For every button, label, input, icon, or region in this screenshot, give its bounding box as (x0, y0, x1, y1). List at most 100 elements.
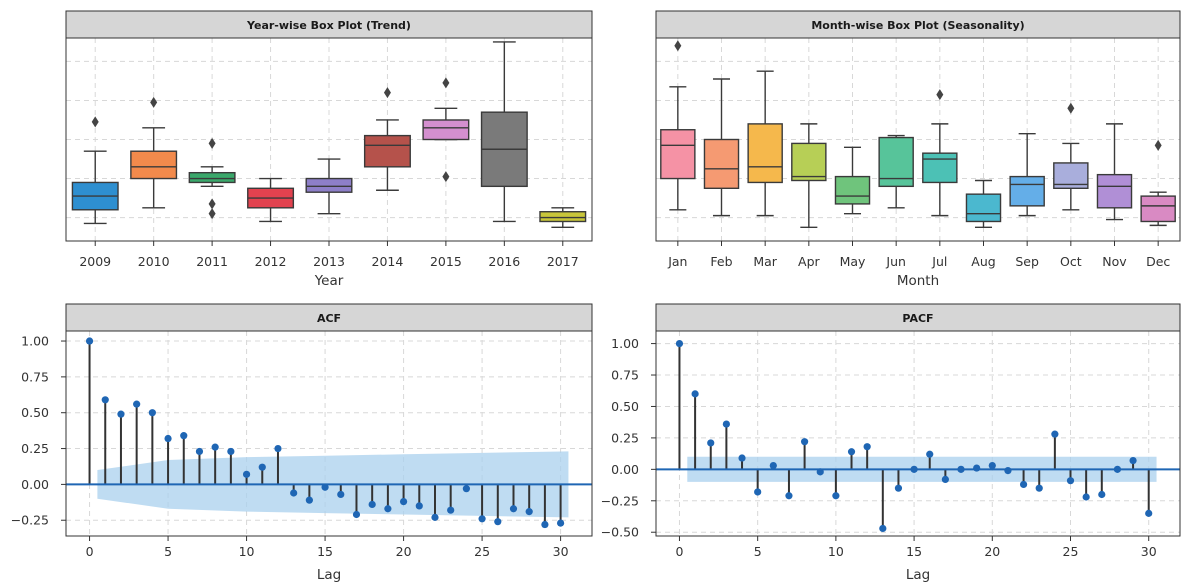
iqr-box (834, 175, 871, 205)
outlier-marker (150, 96, 158, 108)
outlier-marker (208, 137, 216, 149)
acf-y-tick-label: 0.25 (21, 441, 49, 456)
acf-point (368, 500, 376, 509)
year-box-box-2013 (305, 158, 353, 215)
month-box-x-tick-label: Nov (1102, 254, 1127, 269)
month-box-plot-x-axis-label: Month (897, 273, 939, 289)
year-box-box-2014 (363, 87, 411, 191)
acf-x-tick-label: 15 (317, 544, 333, 559)
pacf-point (738, 454, 746, 462)
month-box-plot-frame (655, 37, 1181, 242)
iqr-box (363, 134, 411, 168)
acf-x-tick-label: 20 (396, 544, 412, 559)
year-box-plot-x-axis-label: Year (314, 273, 344, 289)
acf-point (101, 396, 109, 404)
acf-y-tick-label: −0.25 (11, 513, 49, 528)
month-box-x-tick-label: Oct (1060, 254, 1082, 269)
year-box-x-tick-label: 2009 (79, 254, 111, 269)
year-box-x-tick-label: 2017 (547, 254, 579, 269)
iqr-box (660, 129, 696, 180)
month-box-box-oct (1053, 102, 1089, 211)
year-box-plot-title-strip (65, 10, 593, 39)
pacf-x-axis-label: Lag (906, 567, 930, 583)
pacf-point (1082, 493, 1090, 501)
pacf-y-tick-label: 1.00 (611, 336, 639, 351)
acf-x-tick-label: 10 (239, 544, 255, 559)
pacf-point (832, 492, 840, 500)
pacf-point (1019, 480, 1028, 489)
pacf-point (754, 488, 762, 496)
acf-point (415, 502, 423, 510)
pacf-point (988, 461, 996, 470)
acf-point (509, 505, 518, 513)
month-box-x-tick-label: Apr (798, 254, 820, 269)
acf-point (148, 409, 156, 417)
acf-x-ticks: 0 5 10 15 20 25 30 (86, 536, 569, 559)
acf-point (541, 520, 549, 529)
iqr-box (1009, 175, 1045, 207)
acf-point (478, 515, 486, 523)
outlier-marker (208, 198, 216, 210)
month-box-box-jul (922, 89, 958, 217)
year-box-plot-title: Year-wise Box Plot (Trend) (246, 19, 411, 32)
month-box-box-feb (703, 78, 740, 217)
iqr-box (965, 193, 1002, 223)
acf-point (85, 337, 94, 345)
acf-title: ACF (317, 312, 341, 325)
acf-y-tick-label: 1.00 (21, 334, 49, 349)
acf-panel: ACF 0 5 10 15 20 25 30 −0.25 0.00 0.25 0.50 0.75 1.… (11, 303, 593, 583)
outlier-marker (442, 77, 450, 89)
outlier-marker (674, 40, 682, 52)
pacf-point (707, 439, 715, 447)
pacf-panel: PACF 0 5 10 15 20 25 30 −0.50 −0.25 0.00 0.25 0.50… (601, 303, 1181, 583)
iqr-box (1140, 195, 1176, 223)
acf-point (211, 443, 219, 451)
pacf-point (1098, 490, 1106, 499)
month-box-plot-marks (660, 40, 1176, 229)
month-box-box-jun (878, 134, 914, 209)
month-box-x-tick-label: Dec (1146, 254, 1170, 269)
acf-point (352, 510, 361, 519)
acf-point (242, 470, 251, 478)
year-box-x-tick-label: 2013 (313, 254, 345, 269)
acf-point (447, 506, 455, 514)
pacf-y-tick-label: 0.25 (611, 430, 639, 445)
month-box-box-may (834, 146, 871, 215)
pacf-point (769, 461, 777, 470)
year-box-x-tick-label: 2011 (196, 254, 228, 269)
pacf-point (816, 468, 824, 476)
pacf-y-tick-label: 0.75 (611, 368, 639, 383)
acf-point (431, 513, 439, 521)
acf-point (337, 490, 345, 499)
pacf-point (1145, 509, 1153, 517)
year-box-box-2016 (480, 41, 528, 223)
month-box-plot-panel: Month-wise Box Plot (Seasonality) Jan Feb… (655, 10, 1181, 289)
outlier-marker (1154, 139, 1162, 151)
month-box-box-sep (1009, 132, 1045, 217)
year-box-x-tick-label: 2012 (255, 254, 287, 269)
acf-point (494, 518, 502, 526)
iqr-box (305, 177, 353, 193)
pacf-x-tick-label: 20 (984, 544, 1000, 559)
acf-x-axis-label: Lag (317, 567, 341, 583)
pacf-point (910, 465, 918, 473)
year-box-box-2015 (422, 77, 470, 183)
acf-point (384, 505, 392, 513)
outlier-marker (208, 208, 216, 220)
year-box-box-2017 (539, 207, 587, 229)
pacf-point (1066, 477, 1075, 485)
pacf-point (957, 465, 965, 473)
pacf-point (691, 390, 699, 398)
pacf-point (785, 492, 793, 500)
month-box-box-nov (1096, 123, 1133, 221)
pacf-x-tick-label: 0 (675, 544, 683, 559)
year-box-plot-panel: Year-wise Box Plot (Trend) 2009 2010 2011 2… (65, 10, 593, 289)
acf-point (462, 485, 470, 493)
year-box-plot-marks (71, 41, 587, 229)
outlier-marker (91, 116, 99, 128)
acf-point (321, 483, 329, 491)
pacf-x-tick-label: 15 (906, 544, 922, 559)
iqr-box (747, 123, 783, 184)
month-box-x-tick-label: Jun (885, 254, 906, 269)
